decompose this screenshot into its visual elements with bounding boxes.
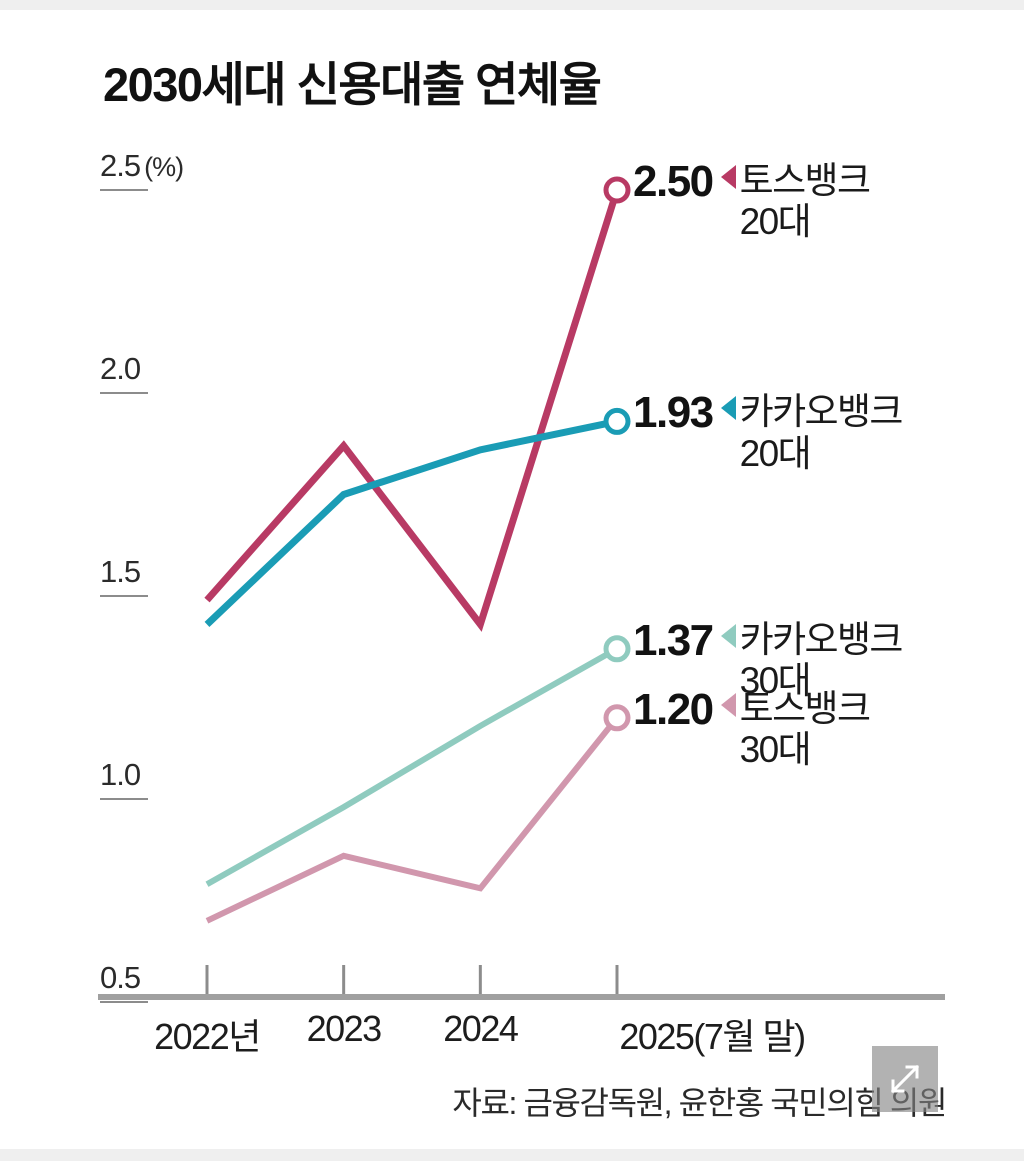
- x-axis-tick-label: 2024: [443, 1008, 519, 1049]
- y-axis-tick-label: 2.0: [100, 351, 141, 386]
- series-label-line: 20대: [739, 432, 812, 474]
- y-axis-tick-label: 1.0: [100, 757, 141, 792]
- legend-triangle-icon: [720, 396, 736, 421]
- series-callout: 1.20 토스뱅크 30대: [633, 684, 871, 771]
- series-callout: 1.37 카카오뱅크 30대: [633, 615, 904, 702]
- expand-button[interactable]: [872, 1046, 938, 1112]
- legend-triangle-icon: [720, 692, 736, 717]
- y-axis-tick-label: 0.5: [100, 960, 141, 995]
- series-end-markers: [603, 176, 631, 732]
- source-note: 자료: 금융감독원, 윤한홍 국민의힘 의원: [452, 1085, 947, 1121]
- series-end-marker: [603, 407, 631, 435]
- series-end-value: 2.50: [633, 157, 714, 206]
- x-axis-tick-label: 2023: [306, 1008, 383, 1049]
- series-end-marker: [603, 635, 631, 663]
- series-line: [204, 188, 621, 632]
- series-label-line: 토스뱅크: [739, 687, 871, 729]
- series-lines: [204, 188, 621, 924]
- series-label-line: 카카오뱅크: [739, 391, 904, 433]
- series-label: 토스뱅크 20대: [739, 160, 871, 243]
- series-callout: 2.50 토스뱅크 20대: [633, 157, 871, 243]
- top-edge-strip: [0, 0, 1024, 10]
- x-axis-ticks: [205, 965, 619, 995]
- series-label: 카카오뱅크 20대: [739, 391, 904, 474]
- y-axis-tick-label: 2.5 (%): [100, 148, 184, 183]
- series-line: [204, 417, 618, 627]
- series-end-value: 1.20: [633, 684, 714, 734]
- series-end-value: 1.93: [633, 388, 714, 438]
- series-end-value: 1.37: [633, 615, 714, 665]
- series-label-line: 30대: [739, 660, 812, 702]
- series-label-line: 토스뱅크: [739, 160, 871, 201]
- series-callout: 1.93 카카오뱅크 20대: [633, 388, 904, 474]
- bottom-edge-strip: [0, 1149, 1024, 1161]
- legend-triangle-icon: [720, 623, 736, 648]
- series-end-marker: [603, 704, 631, 732]
- series-label-line: 카카오뱅크: [739, 618, 904, 660]
- y-axis-tick-label: 1.5: [100, 554, 141, 589]
- series-line: [205, 646, 619, 887]
- series-label-line: 30대: [739, 729, 812, 771]
- series-label: 토스뱅크 30대: [739, 687, 871, 771]
- series-label: 카카오뱅크 30대: [739, 618, 904, 702]
- series-end-marker: [603, 176, 631, 204]
- x-axis-tick-label: 2022년: [154, 1016, 261, 1057]
- series-label-line: 20대: [739, 201, 812, 243]
- y-axis-ticks: [100, 189, 148, 1003]
- y-axis-unit-label: (%): [144, 152, 184, 182]
- legend-triangle-icon: [720, 165, 736, 189]
- page-title: 2030세대 신용대출 연체율: [103, 58, 602, 111]
- expand-icon: [890, 1064, 920, 1094]
- x-axis-tick-label: 2025(7월 말): [619, 1016, 806, 1057]
- series-line: [205, 715, 620, 924]
